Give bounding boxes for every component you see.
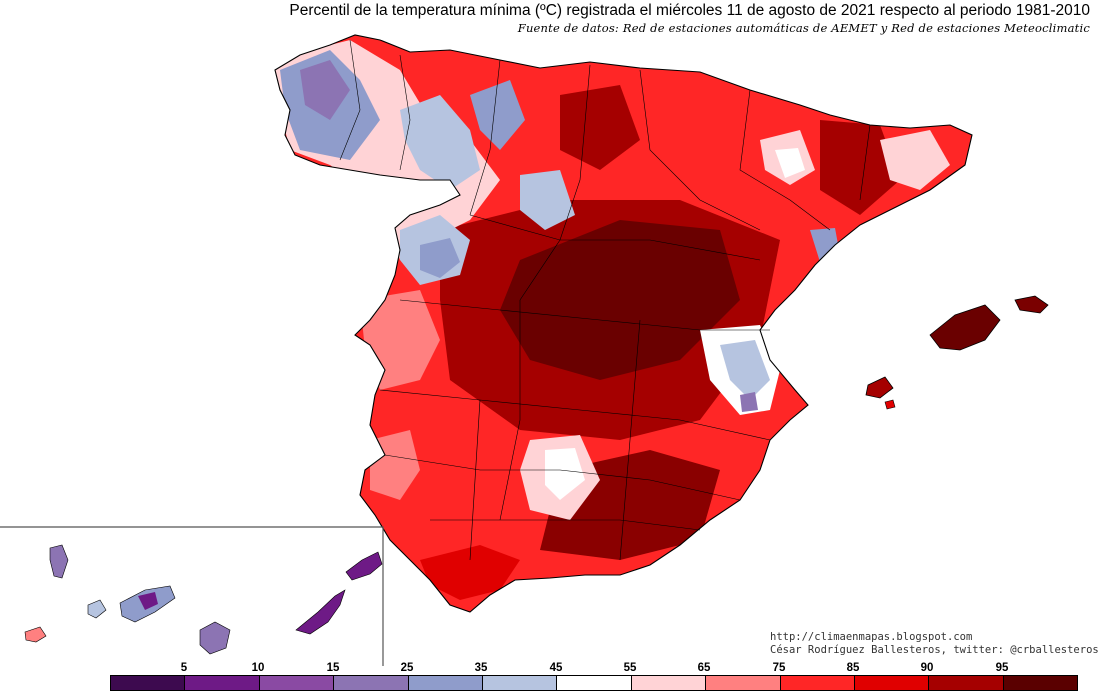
- legend-swatch: [408, 676, 483, 690]
- legend-label: 10: [251, 662, 265, 674]
- map-title: Percentil de la temperatura mínima (ºC) …: [289, 2, 1090, 19]
- inset-frame: [0, 526, 384, 666]
- legend-label: 5: [180, 662, 188, 674]
- legend-label: 90: [920, 662, 934, 674]
- province-borders: [339, 39, 871, 561]
- la-gomera: [87, 599, 107, 619]
- gran-canaria: [199, 621, 231, 655]
- legend-swatch: [185, 676, 260, 690]
- legend-label: 75: [772, 662, 786, 674]
- canary-inset: [0, 526, 384, 666]
- legend-swatch: [854, 676, 930, 690]
- mallorca: [929, 304, 1001, 351]
- legend-label: 55: [623, 662, 637, 674]
- legend-label: 25: [400, 662, 414, 674]
- legend-swatch: [631, 676, 707, 690]
- ibiza: [865, 376, 894, 399]
- legend-label: 45: [549, 662, 563, 674]
- legend-swatch: [482, 676, 558, 690]
- tenerife-core: [138, 592, 158, 610]
- blog-link[interactable]: http://climaenmapas.blogspot.com: [770, 631, 973, 643]
- legend-swatch: [1003, 676, 1078, 690]
- legend-swatch: [557, 676, 632, 690]
- menorca: [1014, 295, 1049, 314]
- el-hierro: [24, 626, 47, 643]
- la-palma: [49, 544, 69, 579]
- legend-swatch: [929, 676, 1004, 690]
- mainland-fill: [275, 35, 972, 612]
- author-credit: César Rodríguez Ballesteros, twitter: @c…: [770, 644, 1098, 656]
- legend-label: 95: [995, 662, 1009, 674]
- legend-swatch: [780, 676, 855, 690]
- balearic-islands: [865, 295, 1049, 410]
- legend-swatch: [111, 676, 186, 690]
- legend-swatch: [706, 676, 781, 690]
- mainland-outline: [274, 34, 973, 613]
- legend-swatch: [334, 676, 409, 690]
- legend-label: 65: [697, 662, 711, 674]
- legend-labels: 5 10 15 25 35 45 55 65 75 85 90 95: [0, 662, 1098, 676]
- lanzarote: [345, 551, 383, 581]
- legend-label: 35: [474, 662, 488, 674]
- fuerteventura: [295, 589, 346, 635]
- legend-swatch: [259, 676, 335, 690]
- legend-label: 85: [846, 662, 860, 674]
- credits: http://climaenmapas.blogspot.com César R…: [770, 631, 1098, 657]
- map-subtitle: Fuente de datos: Red de estaciones autom…: [517, 21, 1090, 35]
- legend-colorbar: [110, 675, 1078, 691]
- legend-label: 15: [326, 662, 340, 674]
- formentera: [884, 399, 896, 410]
